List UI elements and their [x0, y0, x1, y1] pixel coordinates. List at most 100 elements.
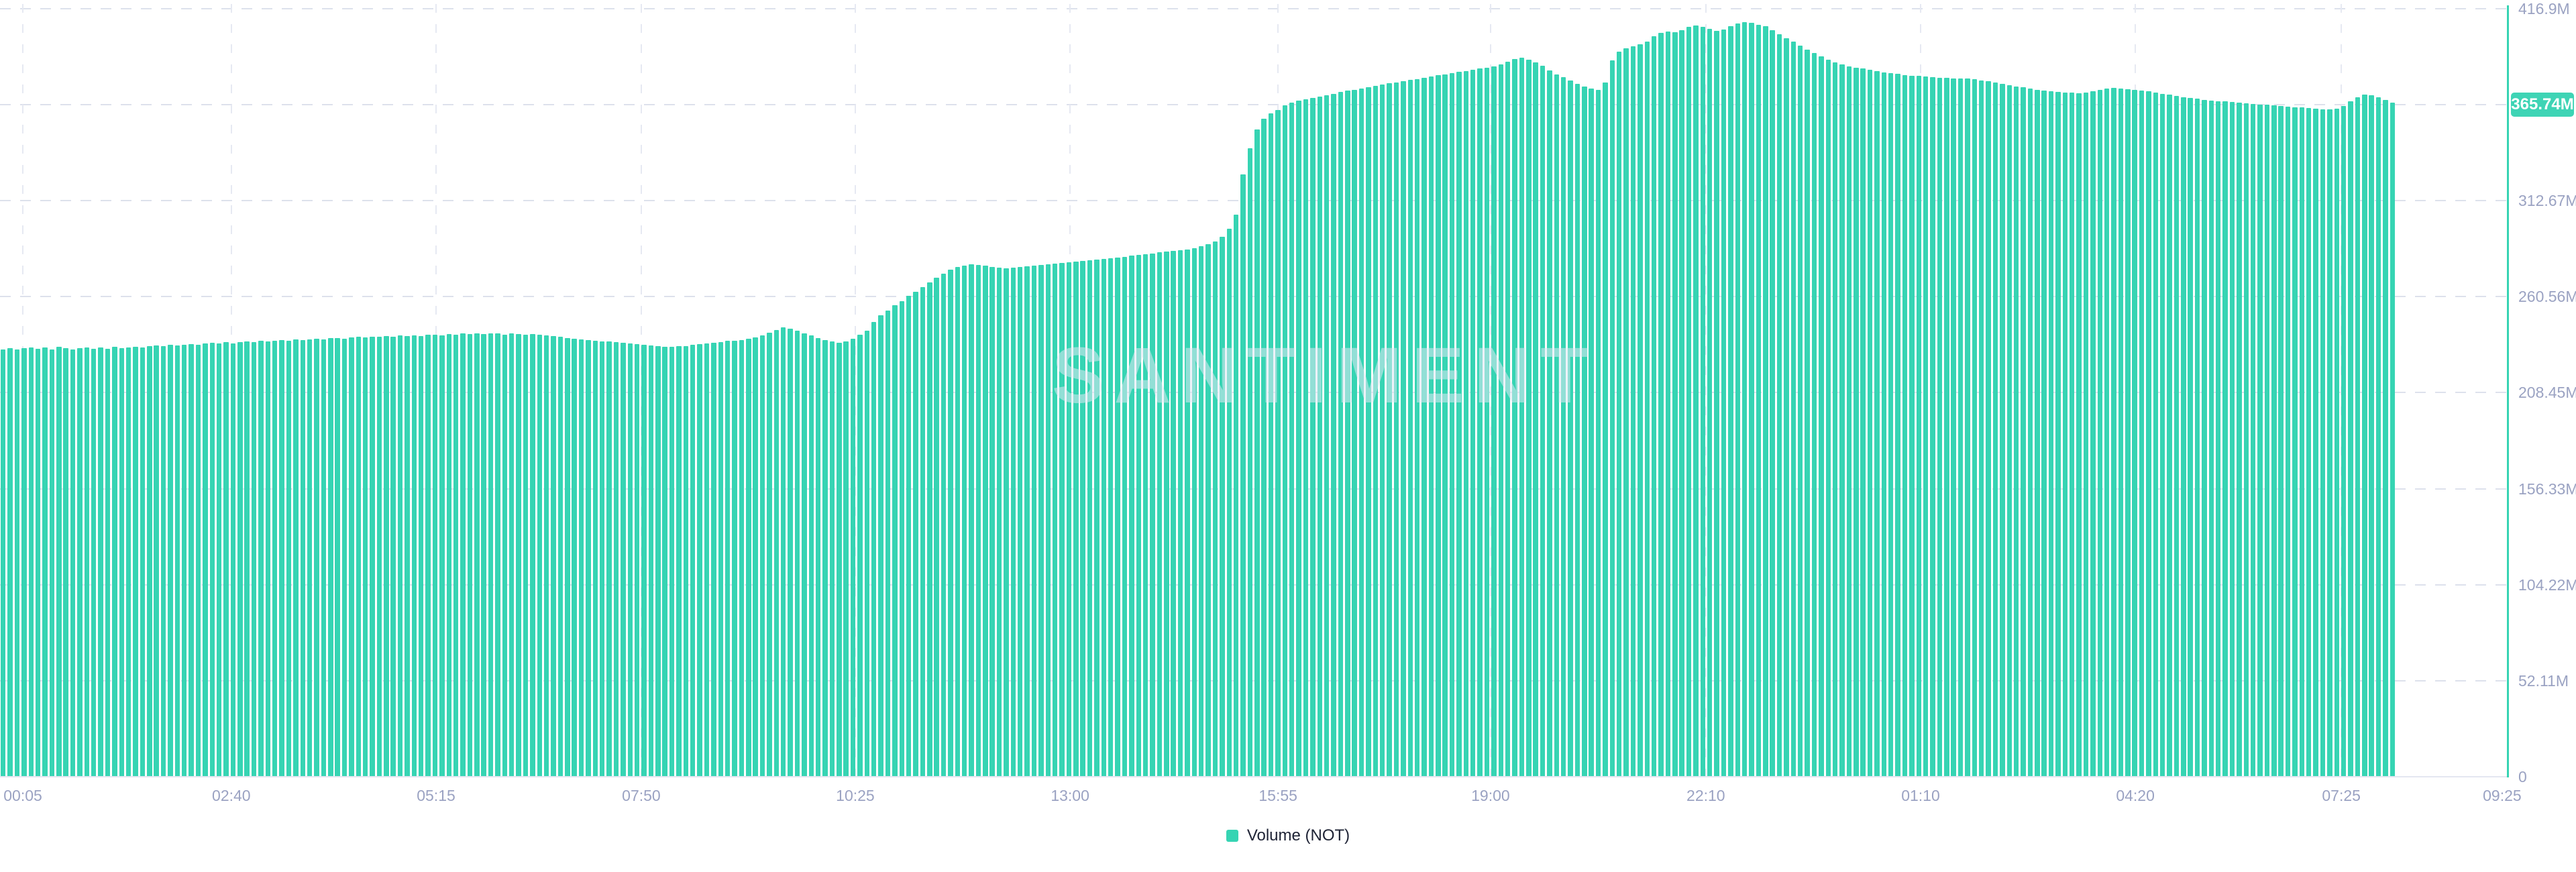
volume-bar[interactable] [203, 343, 208, 777]
volume-bar[interactable] [2369, 95, 2374, 777]
volume-bar[interactable] [1421, 77, 1427, 777]
volume-bar[interactable] [2055, 91, 2061, 777]
volume-bar[interactable] [453, 334, 459, 777]
volume-bar[interactable] [2000, 83, 2005, 777]
volume-bar[interactable] [1819, 56, 1824, 777]
volume-bar[interactable] [321, 339, 327, 777]
volume-bar[interactable] [467, 334, 473, 777]
volume-bar[interactable] [1854, 67, 1859, 777]
volume-bar[interactable] [2285, 106, 2291, 777]
volume-bar[interactable] [1150, 253, 1155, 777]
volume-bar[interactable] [2278, 105, 2284, 777]
volume-bar[interactable] [1735, 23, 1740, 777]
volume-bar[interactable] [362, 337, 368, 777]
volume-bar[interactable] [1839, 64, 1845, 777]
volume-bar[interactable] [174, 345, 180, 777]
volume-bar[interactable] [286, 340, 292, 777]
volume-bar[interactable] [341, 338, 347, 777]
volume-bar[interactable] [551, 336, 556, 777]
volume-bar[interactable] [1449, 72, 1455, 777]
volume-bar[interactable] [160, 346, 166, 777]
volume-bar[interactable] [724, 341, 731, 777]
volume-bar[interactable] [2013, 86, 2019, 777]
volume-bar[interactable] [523, 335, 529, 777]
volume-bar[interactable] [195, 345, 201, 777]
volume-bar[interactable] [502, 334, 508, 777]
volume-bar[interactable] [1177, 250, 1183, 777]
volume-bar[interactable] [2069, 93, 2075, 777]
volume-bar[interactable] [1519, 58, 1525, 777]
volume-bar[interactable] [495, 333, 500, 777]
volume-bar[interactable] [2167, 95, 2172, 777]
volume-bar[interactable] [780, 327, 786, 777]
volume-bar[interactable] [1352, 89, 1357, 777]
volume-bar[interactable] [1638, 44, 1643, 777]
volume-bar[interactable] [154, 345, 159, 777]
volume-bar[interactable] [885, 311, 891, 777]
volume-bar[interactable] [1560, 77, 1566, 777]
volume-bar[interactable] [1679, 30, 1684, 777]
volume-bar[interactable] [2320, 109, 2326, 777]
volume-bar[interactable] [1693, 25, 1699, 777]
volume-bar[interactable] [370, 336, 375, 777]
volume-bar[interactable] [1477, 68, 1483, 777]
volume-bar[interactable] [105, 349, 111, 777]
volume-bar[interactable] [878, 315, 883, 777]
volume-bar[interactable] [1582, 86, 1587, 777]
volume-bar[interactable] [2083, 92, 2089, 777]
volume-bar[interactable] [767, 333, 772, 777]
volume-bar[interactable] [516, 334, 521, 777]
volume-bar[interactable] [641, 344, 647, 777]
volume-bar[interactable] [1317, 96, 1322, 777]
volume-bar[interactable] [1923, 76, 1929, 777]
volume-bar[interactable] [1, 349, 6, 777]
volume-bar[interactable] [1185, 249, 1190, 777]
volume-bar[interactable] [1115, 257, 1120, 777]
volume-bar[interactable] [1087, 260, 1093, 777]
volume-bar[interactable] [1986, 81, 1991, 777]
volume-bar[interactable] [2390, 103, 2396, 777]
volume-bar[interactable] [815, 338, 821, 777]
volume-bar[interactable] [1024, 266, 1030, 777]
volume-bar[interactable] [788, 329, 793, 777]
volume-bar[interactable] [279, 339, 284, 777]
volume-bar[interactable] [1630, 46, 1636, 777]
volume-bar[interactable] [759, 335, 765, 777]
volume-bar[interactable] [1832, 62, 1838, 777]
volume-bar[interactable] [1574, 83, 1580, 777]
volume-bar[interactable] [1199, 246, 1204, 777]
volume-bar[interactable] [335, 337, 340, 777]
volume-bar[interactable] [837, 342, 842, 777]
volume-bar[interactable] [1805, 49, 1810, 777]
volume-bar[interactable] [746, 339, 751, 777]
volume-bar[interactable] [1784, 38, 1789, 777]
volume-bar[interactable] [1414, 78, 1420, 777]
volume-bar[interactable] [1595, 89, 1601, 777]
volume-bar[interactable] [1233, 215, 1239, 777]
volume-bar[interactable] [2027, 88, 2033, 777]
volume-bar[interactable] [822, 340, 828, 777]
volume-bar[interactable] [1004, 268, 1009, 777]
volume-bar[interactable] [1254, 129, 1260, 777]
volume-bar[interactable] [376, 337, 382, 777]
volume-bar[interactable] [1073, 262, 1079, 777]
volume-bar[interactable] [1930, 77, 1935, 777]
volume-bar[interactable] [530, 333, 535, 777]
volume-bar[interactable] [941, 273, 947, 777]
volume-bar[interactable] [1240, 174, 1246, 777]
volume-bar[interactable] [1707, 29, 1713, 777]
volume-bar[interactable] [655, 345, 661, 777]
volume-bar[interactable] [1220, 237, 1225, 777]
volume-bar[interactable] [927, 282, 932, 777]
volume-bar[interactable] [1358, 88, 1364, 777]
volume-bar[interactable] [1568, 80, 1573, 777]
volume-bar[interactable] [1129, 256, 1134, 777]
volume-bar[interactable] [2375, 97, 2381, 777]
volume-bar[interactable] [2125, 89, 2131, 777]
volume-bar[interactable] [405, 336, 410, 777]
volume-bar[interactable] [356, 337, 362, 777]
volume-bar[interactable] [1045, 264, 1051, 777]
volume-bar[interactable] [753, 337, 758, 777]
volume-bar[interactable] [425, 335, 431, 777]
volume-bar[interactable] [2097, 90, 2102, 777]
